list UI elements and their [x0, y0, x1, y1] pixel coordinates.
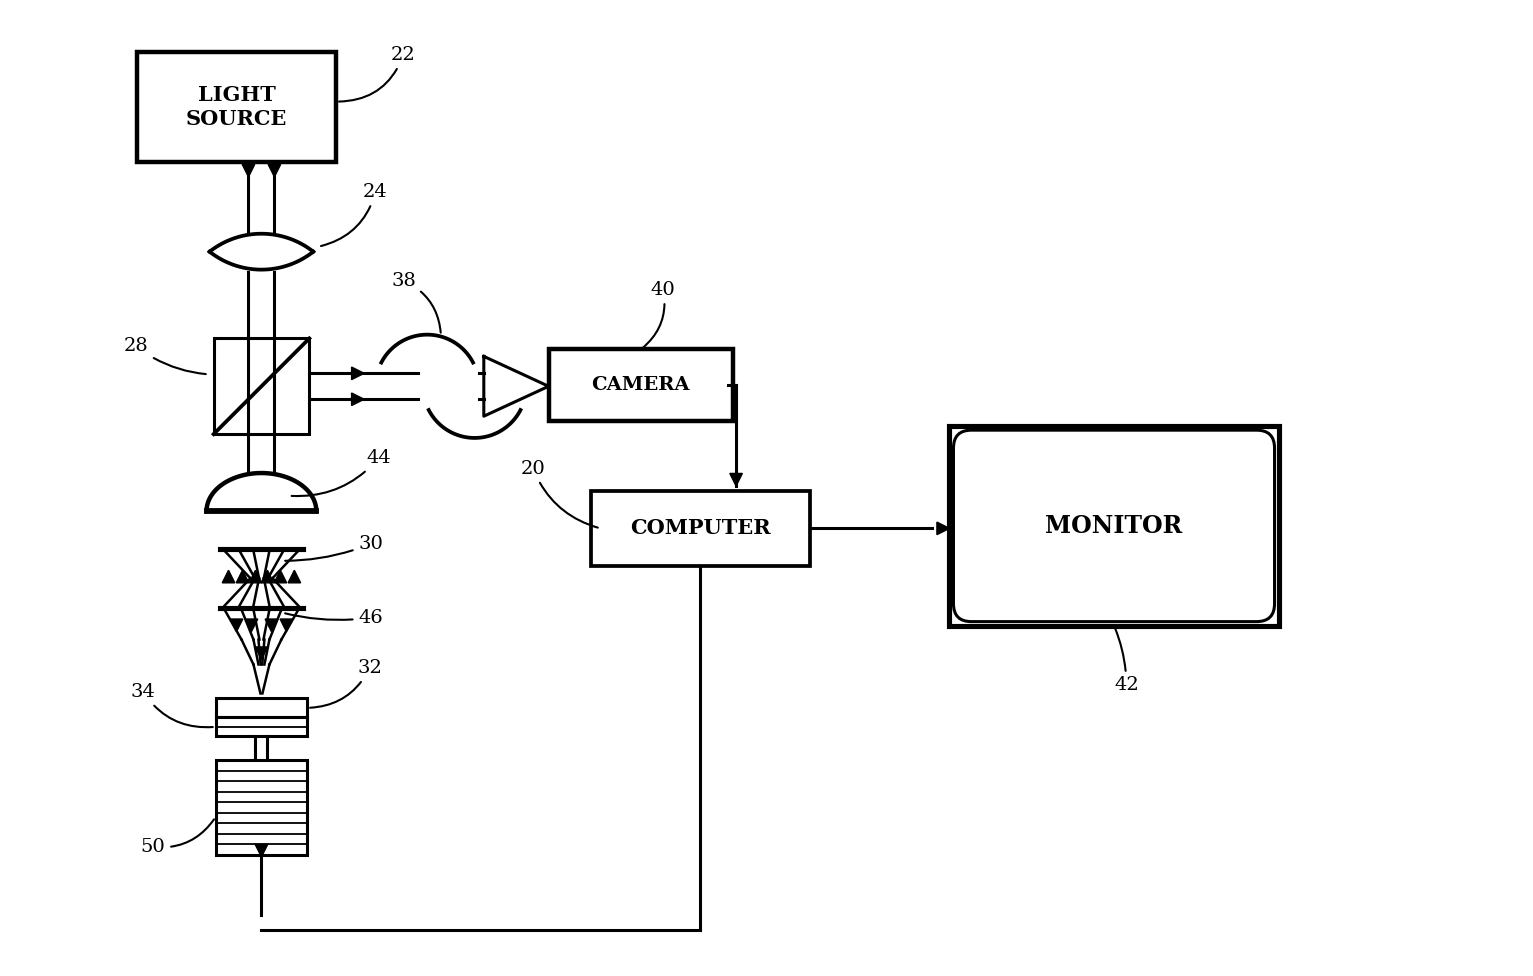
Bar: [216, 699, 307, 717]
Text: 40: 40: [642, 280, 676, 347]
Polygon shape: [281, 619, 293, 631]
Polygon shape: [254, 844, 268, 857]
Bar: [549, 349, 733, 422]
Polygon shape: [261, 570, 274, 583]
Text: MONITOR: MONITOR: [1046, 514, 1182, 538]
Bar: [949, 427, 1279, 626]
Bar: [213, 339, 310, 434]
Polygon shape: [268, 164, 281, 177]
Polygon shape: [254, 647, 268, 660]
Polygon shape: [274, 570, 287, 583]
Text: 28: 28: [124, 338, 205, 374]
Polygon shape: [730, 473, 742, 486]
Text: LIGHT
SOURCE: LIGHT SOURCE: [185, 86, 287, 129]
Text: COMPUTER: COMPUTER: [630, 518, 771, 539]
Text: 30: 30: [285, 535, 383, 561]
Text: 38: 38: [391, 271, 440, 333]
Polygon shape: [288, 570, 300, 583]
Text: 50: 50: [141, 820, 215, 856]
Polygon shape: [242, 164, 254, 177]
Polygon shape: [265, 619, 277, 631]
Polygon shape: [351, 393, 365, 406]
Polygon shape: [230, 619, 242, 631]
Text: 20: 20: [521, 460, 598, 528]
Polygon shape: [222, 570, 235, 583]
Text: 42: 42: [1114, 629, 1139, 694]
Text: 46: 46: [285, 609, 383, 627]
FancyBboxPatch shape: [954, 430, 1274, 622]
Text: CAMERA: CAMERA: [592, 377, 690, 394]
Polygon shape: [937, 522, 949, 535]
Bar: [590, 491, 809, 566]
Polygon shape: [245, 619, 258, 631]
Text: 24: 24: [320, 183, 388, 246]
Bar: [136, 53, 336, 162]
Text: 32: 32: [310, 659, 382, 708]
Polygon shape: [250, 570, 262, 583]
Bar: [216, 717, 307, 736]
Text: 22: 22: [339, 46, 415, 102]
Polygon shape: [351, 367, 365, 380]
Polygon shape: [236, 570, 248, 583]
Text: 44: 44: [291, 449, 391, 496]
Text: 34: 34: [130, 683, 213, 727]
Bar: [216, 760, 307, 855]
